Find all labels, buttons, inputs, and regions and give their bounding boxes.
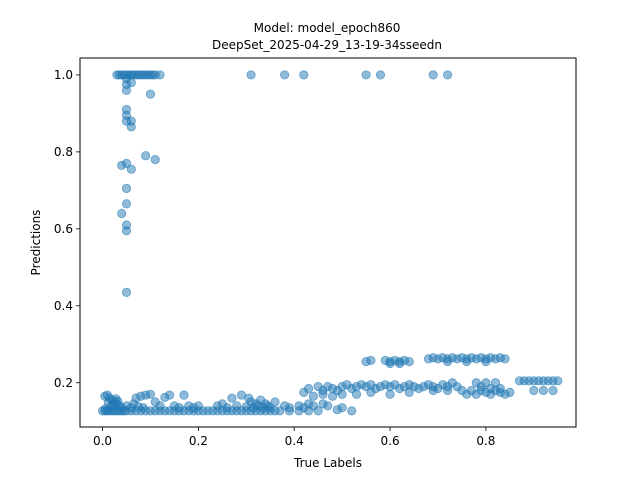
data-point — [155, 401, 165, 411]
data-point — [351, 389, 362, 399]
data-point — [361, 70, 371, 80]
data-point — [141, 151, 151, 161]
data-point — [117, 208, 127, 219]
data-point — [428, 70, 438, 80]
plot-area-frame — [79, 57, 577, 428]
y-tick-label: 0.2 — [54, 376, 73, 390]
data-point — [337, 403, 347, 413]
data-point — [145, 389, 156, 399]
y-axis-ticks: 0.2 0.4 0.6 0.8 1.0 — [54, 68, 80, 390]
data-point — [553, 376, 563, 386]
data-point — [462, 356, 472, 367]
data-point — [227, 393, 237, 403]
data-point — [193, 401, 203, 411]
data-point — [495, 383, 505, 394]
data-point — [232, 401, 242, 411]
data-point — [222, 403, 232, 413]
data-point — [538, 385, 549, 396]
data-point — [174, 403, 184, 413]
x-tick-label: 0.0 — [93, 434, 112, 448]
data-point — [505, 387, 515, 397]
data-point — [366, 387, 376, 397]
data-point — [126, 164, 136, 174]
data-point — [121, 183, 132, 194]
data-point — [366, 355, 376, 366]
data-point — [126, 78, 136, 88]
data-point — [126, 122, 136, 132]
data-point — [318, 389, 328, 399]
x-tick-label: 0.4 — [285, 434, 304, 448]
data-point — [121, 287, 132, 297]
data-point — [428, 385, 438, 396]
chart-subtitle: DeepSet_2025-04-29_13-19-34sseedn — [212, 38, 442, 52]
data-point — [138, 403, 148, 413]
data-point — [246, 70, 256, 80]
data-point — [442, 385, 453, 396]
y-tick-label: 0.4 — [54, 299, 73, 313]
data-point — [303, 383, 314, 394]
data-point — [150, 154, 160, 165]
data-point — [280, 70, 290, 80]
x-tick-label: 0.6 — [381, 434, 400, 448]
y-axis-label: Predictions — [29, 210, 43, 276]
y-tick-label: 0.8 — [54, 145, 73, 159]
data-point — [308, 391, 318, 401]
data-point — [486, 383, 496, 394]
data-point — [165, 390, 175, 400]
x-axis-label: True Labels — [293, 456, 362, 470]
data-point — [548, 385, 558, 396]
data-point — [385, 358, 395, 369]
chart-title: Model: model_epoch860 — [254, 21, 401, 35]
x-tick-label: 0.2 — [189, 434, 208, 448]
data-point — [284, 403, 295, 413]
data-point — [442, 70, 453, 80]
data-point — [113, 396, 123, 406]
data-point — [308, 401, 318, 411]
data-point — [318, 399, 328, 409]
data-point — [442, 356, 453, 367]
y-tick-label: 0.6 — [54, 222, 73, 236]
data-point — [145, 89, 156, 99]
data-point — [299, 70, 309, 80]
data-point — [347, 406, 357, 416]
data-point — [529, 385, 539, 396]
y-tick-label: 1.0 — [54, 68, 73, 82]
data-point — [270, 397, 280, 407]
data-point — [385, 389, 395, 399]
data-point — [121, 199, 132, 209]
data-point — [481, 356, 491, 367]
data-point — [155, 70, 165, 80]
data-point — [375, 70, 386, 80]
data-point — [395, 358, 405, 369]
data-point — [100, 404, 111, 414]
data-point — [500, 354, 510, 364]
data-point — [404, 356, 414, 367]
data-point — [337, 389, 347, 399]
data-point — [476, 381, 486, 392]
data-point — [121, 226, 132, 236]
data-point — [404, 387, 414, 397]
data-point — [327, 391, 338, 401]
data-point — [121, 85, 132, 95]
data-points — [97, 70, 563, 416]
data-point — [179, 390, 189, 400]
x-tick-label: 0.8 — [476, 434, 495, 448]
x-axis-ticks: 0.0 0.2 0.4 0.6 0.8 — [93, 427, 495, 448]
